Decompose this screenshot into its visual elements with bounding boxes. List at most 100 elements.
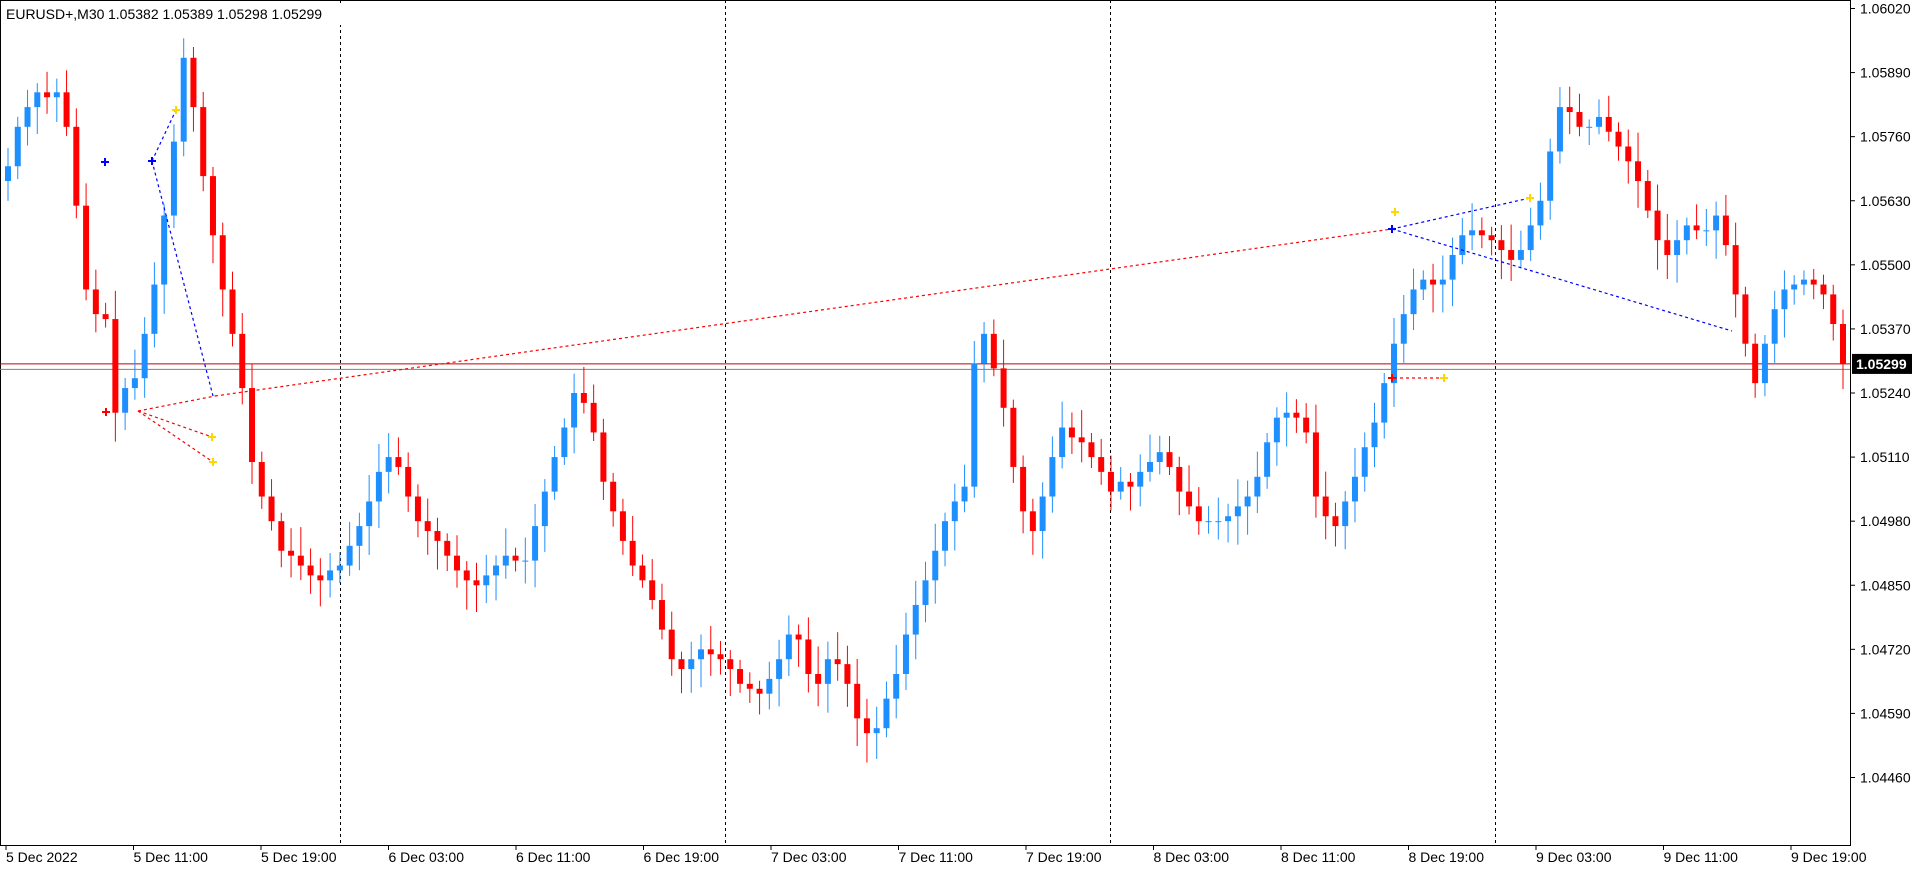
candle-body: [1283, 412, 1290, 418]
candle-body: [668, 629, 675, 660]
candle-body: [1010, 407, 1017, 467]
candle: [1420, 270, 1427, 301]
candle-body: [1342, 501, 1349, 527]
candle: [1332, 502, 1339, 547]
candle-body: [961, 486, 968, 502]
candle-body: [1000, 368, 1007, 408]
candle-body: [639, 565, 646, 581]
candle-body: [971, 363, 978, 487]
candle: [1683, 217, 1690, 255]
candle-body: [580, 393, 587, 403]
candle: [1566, 86, 1573, 135]
candle: [1800, 270, 1807, 296]
candle: [502, 528, 509, 579]
candle: [483, 554, 490, 604]
candle-body: [1595, 116, 1602, 127]
candle: [1713, 201, 1720, 259]
candle: [385, 433, 392, 494]
candle: [239, 313, 246, 405]
candle-body: [1635, 161, 1642, 182]
candle-body: [1752, 343, 1759, 384]
candle-body: [1547, 151, 1554, 201]
candle-body: [532, 526, 539, 561]
candle-body: [1176, 466, 1183, 492]
time-tick-label: 9 Dec 19:00: [1791, 849, 1867, 865]
candle: [1537, 182, 1544, 240]
pattern-line: [151, 160, 214, 397]
candle-body: [327, 570, 334, 581]
candle-body: [366, 501, 373, 527]
candle: [1195, 487, 1202, 535]
candle-body: [727, 659, 734, 670]
pattern-line: [137, 410, 213, 438]
candle-body: [795, 634, 802, 640]
candle-body: [805, 639, 812, 674]
candle-body: [1381, 383, 1388, 423]
candle: [1478, 217, 1485, 249]
candle: [1840, 309, 1846, 389]
candle-body: [1273, 417, 1280, 443]
candle-body: [512, 555, 519, 561]
candle-body: [424, 521, 431, 532]
candle-body: [698, 649, 705, 660]
candle: [990, 319, 997, 377]
candle-body: [219, 235, 226, 290]
price-tick-label: 1.05630: [1860, 193, 1911, 209]
time-tick-label: 7 Dec 19:00: [1026, 849, 1102, 865]
candle: [1469, 203, 1476, 251]
candle-body: [1088, 442, 1095, 458]
time-tick-label: 8 Dec 11:00: [1281, 849, 1356, 865]
candle: [981, 322, 988, 383]
candle: [707, 626, 714, 676]
candle: [53, 78, 60, 122]
candle-body: [1703, 230, 1710, 232]
candle-body: [766, 678, 773, 694]
candle-body: [1351, 476, 1358, 502]
candle-body: [1420, 279, 1427, 290]
candle: [1039, 482, 1046, 559]
candle: [1244, 480, 1251, 535]
candle-body: [1117, 481, 1124, 492]
candle-body: [1166, 452, 1173, 467]
candle: [405, 452, 412, 512]
candle-body: [1107, 471, 1114, 492]
candle-body: [981, 333, 988, 364]
candle-body: [414, 496, 421, 522]
time-tick-label: 5 Dec 11:00: [134, 849, 209, 865]
candle-body: [571, 393, 578, 428]
candle-body: [297, 555, 304, 566]
candle: [1615, 122, 1622, 161]
candle-body: [746, 683, 753, 689]
candle-body: [317, 575, 324, 581]
time-tick-label: 6 Dec 03:00: [389, 849, 465, 865]
candle: [756, 680, 763, 715]
candle: [727, 650, 734, 696]
candle-body: [73, 126, 80, 206]
candle-body: [1469, 230, 1476, 236]
candle-body: [1644, 181, 1651, 211]
candle: [961, 464, 968, 513]
time-tick-label: 6 Dec 11:00: [516, 849, 591, 865]
candle: [1693, 204, 1700, 240]
pattern-marker: [208, 433, 216, 441]
price-tick-label: 1.05240: [1860, 385, 1911, 401]
candle: [1322, 471, 1329, 540]
header-bg: [3, 3, 341, 25]
candle: [1703, 208, 1710, 246]
candle-body: [346, 545, 353, 566]
candle: [1391, 317, 1398, 408]
candle: [1381, 372, 1388, 439]
current-price-label: 1.05299: [1856, 356, 1907, 372]
candle-body: [883, 698, 890, 729]
candle-body: [1771, 309, 1778, 344]
candle-body: [502, 555, 509, 566]
candle-body: [776, 659, 783, 679]
candle: [1586, 119, 1593, 146]
price-tick-label: 1.06020: [1860, 1, 1911, 17]
candle: [1254, 451, 1261, 514]
pattern-marker: [1388, 374, 1396, 382]
candle: [463, 561, 470, 610]
candle: [424, 498, 431, 555]
